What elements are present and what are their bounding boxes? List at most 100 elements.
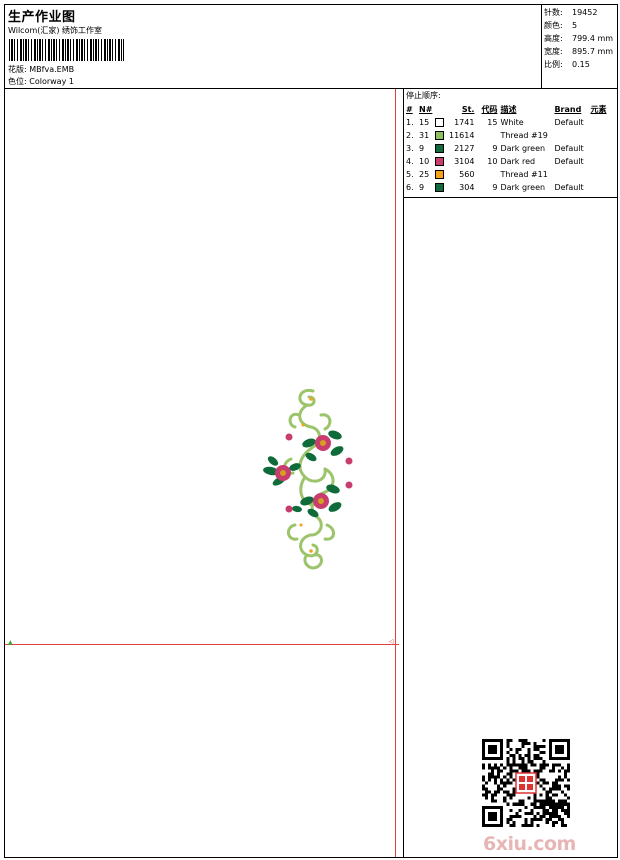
col-header-element: 元素 [590, 105, 607, 114]
row-brand: Default [554, 144, 584, 153]
row-brand: Default [554, 118, 584, 127]
row-swatch [435, 142, 449, 155]
col-header-code: 代码 [481, 105, 498, 114]
col-header-number: N# [419, 105, 433, 114]
row-index: 5. [406, 170, 414, 179]
start-marker-icon: ▲ [8, 639, 13, 646]
color-swatch [435, 118, 444, 127]
col-header-index: # [406, 105, 413, 114]
company-name: Wilcom(汇家) 绣饰工作室 [8, 26, 103, 35]
row-code: 10 [487, 157, 498, 166]
row-stitches: 1741 [454, 118, 475, 127]
stop-sequence-title: 停止顺序: [406, 91, 441, 100]
color-swatch [435, 144, 444, 153]
row-number: 31 [419, 131, 430, 140]
design-label: 花版: [8, 65, 27, 74]
table-row: 2. 31 11614 Thread #19 [406, 129, 618, 142]
color-swatch [435, 170, 444, 179]
embroidery-design [263, 388, 353, 570]
color-swatch [435, 131, 444, 140]
col-header-brand: Brand [554, 105, 582, 114]
row-element [590, 129, 618, 142]
row-stitches: 3104 [454, 157, 475, 166]
row-index: 2. [406, 131, 414, 140]
design-stats: 针数: 19452 颜色: 5 高度: 799.4 mm 宽度: 895.7 mm 比例… [541, 5, 617, 89]
row-code: 15 [487, 118, 498, 127]
row-description: Thread #19 [500, 131, 548, 140]
guide-line-vertical [395, 89, 396, 857]
table-header-row: # N# St. 代码 描述 Brand 元素 [406, 103, 618, 116]
row-swatch [435, 129, 449, 142]
stat-height: 高度: 799.4 mm [544, 34, 614, 43]
row-code [478, 168, 500, 181]
row-index: 1. [406, 118, 414, 127]
stat-scale: 比例: 0.15 [544, 60, 590, 69]
design-value: MBfva.EMB [29, 65, 75, 74]
stat-stitches: 针数: 19452 [544, 8, 598, 17]
row-stitches: 560 [459, 170, 475, 179]
table-row: 6. 9 304 9 Dark green Default [406, 181, 618, 194]
row-index: 4. [406, 157, 414, 166]
row-description: Thread #11 [500, 170, 548, 179]
table-row: 3. 9 2127 9 Dark green Default [406, 142, 618, 155]
row-number: 10 [419, 157, 430, 166]
row-element [590, 155, 618, 168]
accent-dots [299, 397, 313, 553]
col-header-description: 描述 [500, 105, 517, 114]
row-element [590, 142, 618, 155]
colorway: 色位: Colorway 1 [8, 76, 74, 87]
flowers [275, 433, 353, 513]
row-description: Dark red [500, 157, 536, 166]
row-number: 15 [419, 118, 430, 127]
stop-sequence-panel: 停止顺序: # N# St. 代码 描述 Brand 元素 1. 15 1741 15… [403, 89, 618, 857]
row-description: Dark green [500, 144, 546, 153]
design-canvas: ▲ ◁ [5, 89, 403, 857]
color-swatch [435, 183, 444, 192]
table-row: 4. 10 3104 10 Dark red Default [406, 155, 618, 168]
col-header-stitches: St. [461, 105, 475, 114]
row-element [590, 181, 618, 194]
design-file: 花版: MBfva.EMB [8, 64, 74, 75]
watermark: 6xiu.com [483, 833, 576, 855]
col-header-swatch [435, 103, 449, 116]
row-description: Dark green [500, 183, 546, 192]
row-brand [554, 168, 590, 181]
stop-sequence-table: # N# St. 代码 描述 Brand 元素 1. 15 1741 15 White D… [406, 103, 618, 194]
row-number: 9 [419, 144, 425, 153]
row-stitches: 2127 [454, 144, 475, 153]
end-marker-icon: ◁ [389, 638, 394, 645]
table-row: 1. 15 1741 15 White Default [406, 116, 618, 129]
stat-colors: 颜色: 5 [544, 21, 578, 30]
row-brand: Default [554, 183, 584, 192]
barcode [9, 39, 124, 61]
row-number: 9 [419, 183, 425, 192]
stat-width: 宽度: 895.7 mm [544, 47, 614, 56]
worksheet-header: 生产作业图 Wilcom(汇家) 绣饰工作室 花版: MBfva.EMB 色位:… [5, 5, 617, 89]
row-code [478, 129, 500, 142]
dark-leaves [263, 430, 344, 518]
row-index: 6. [406, 183, 414, 192]
row-swatch [435, 155, 449, 168]
vine-scrolls [283, 388, 335, 570]
worksheet-title: 生产作业图 [8, 10, 76, 25]
row-brand [554, 129, 590, 142]
guide-line-horizontal [5, 644, 399, 645]
worksheet-frame: 生产作业图 Wilcom(汇家) 绣饰工作室 花版: MBfva.EMB 色位:… [4, 4, 618, 858]
row-index: 3. [406, 144, 414, 153]
row-description: White [500, 118, 524, 127]
table-divider [404, 197, 618, 198]
colorway-value: Colorway 1 [29, 77, 74, 86]
row-swatch [435, 168, 449, 181]
row-brand: Default [554, 157, 584, 166]
seal-stamp-icon [515, 772, 537, 794]
row-swatch [435, 116, 449, 129]
row-stitches: 304 [459, 183, 475, 192]
row-code: 9 [492, 183, 498, 192]
row-element [590, 116, 618, 129]
color-swatch [435, 157, 444, 166]
row-element [590, 168, 618, 181]
row-swatch [435, 181, 449, 194]
colorway-label: 色位: [8, 77, 27, 86]
row-number: 25 [419, 170, 430, 179]
row-code: 9 [492, 144, 498, 153]
